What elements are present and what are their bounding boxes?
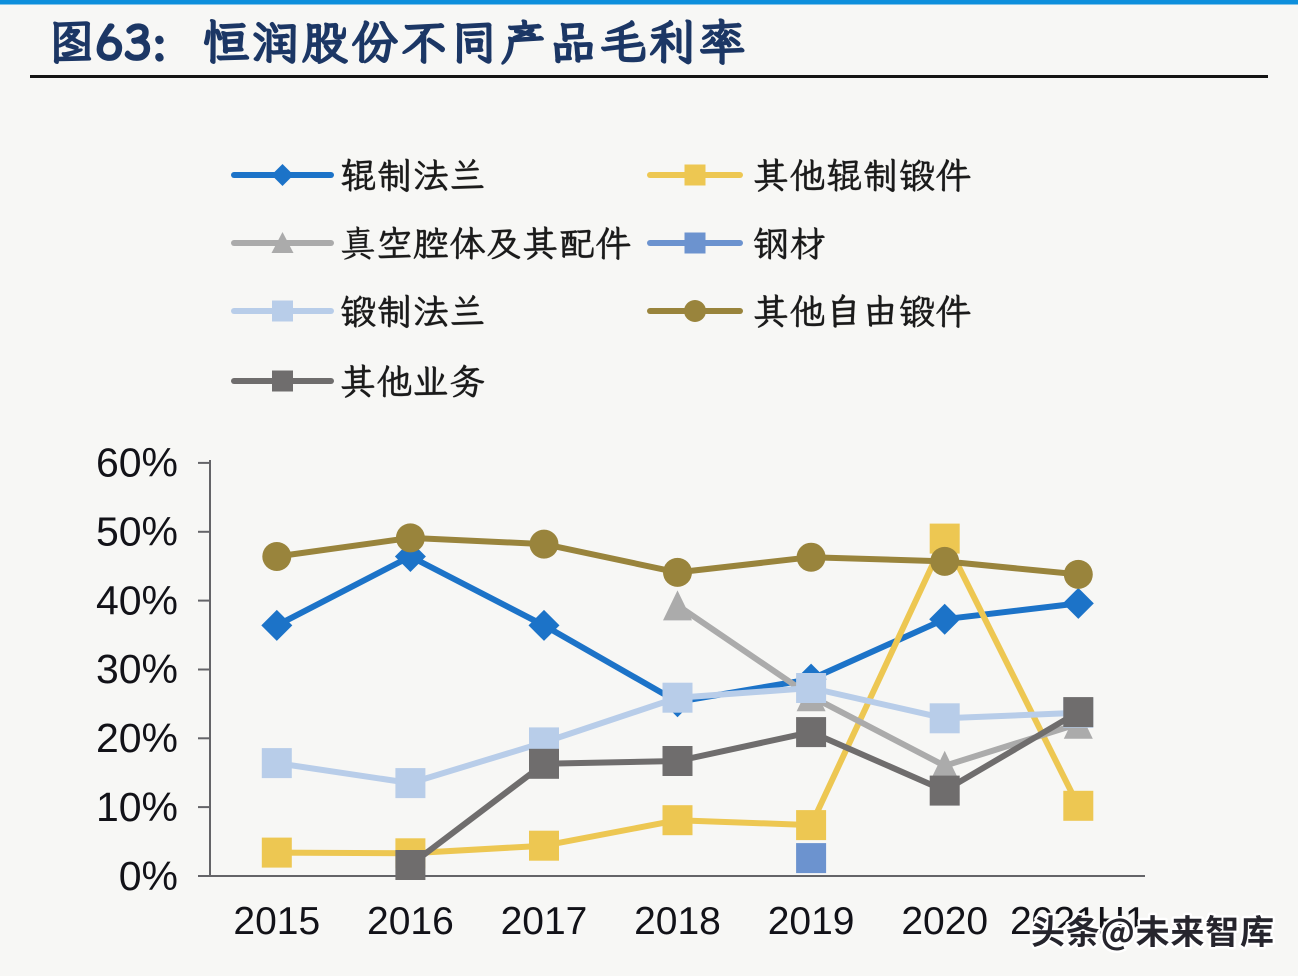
svg-text:20%: 20% [96, 715, 178, 761]
svg-text:10%: 10% [96, 784, 178, 830]
svg-text:50%: 50% [96, 509, 178, 555]
svg-text:2019: 2019 [768, 900, 855, 943]
svg-text:60%: 60% [96, 440, 178, 486]
svg-text:2020: 2020 [901, 900, 988, 943]
svg-text:2016: 2016 [367, 900, 454, 943]
svg-text:0%: 0% [119, 853, 178, 899]
svg-text:2017: 2017 [501, 900, 588, 943]
svg-text:2015: 2015 [233, 900, 320, 943]
svg-text:2018: 2018 [634, 900, 721, 943]
svg-text:40%: 40% [96, 577, 178, 623]
svg-text:30%: 30% [96, 646, 178, 692]
